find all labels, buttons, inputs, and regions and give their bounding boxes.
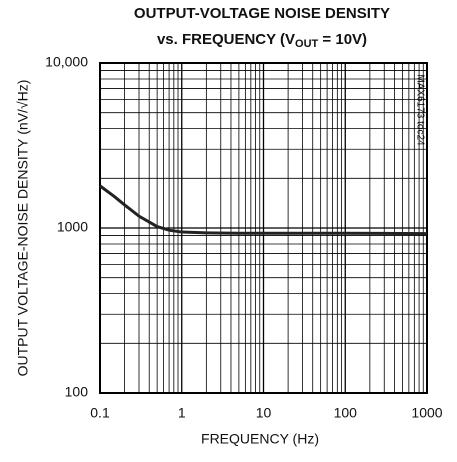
y-axis-label: OUTPUT VOLTAGE-NOISE DENSITY (nV/√Hz): [15, 80, 31, 377]
x-tick-label: 1: [178, 405, 186, 421]
subtitle-subscript: OUT: [295, 38, 319, 50]
noise-curve: [99, 184, 428, 236]
annotation: MAX6173 toc24: [414, 74, 425, 146]
y-tick-label: 1000: [57, 219, 88, 235]
y-tick-label: 100: [65, 384, 89, 400]
chart-subtitle: vs. FREQUENCY (VOUT = 10V): [157, 31, 367, 50]
subtitle-part: = 10V): [318, 31, 367, 48]
x-tick-label: 100: [334, 405, 358, 421]
x-tick-label: 10: [256, 405, 272, 421]
x-tick-label: 1000: [411, 405, 442, 421]
x-tick-label: 0.1: [90, 405, 110, 421]
chart-title: OUTPUT-VOLTAGE NOISE DENSITY: [134, 5, 390, 22]
subtitle-part: vs. FREQUENCY (V: [157, 31, 295, 48]
plot-frame: [99, 62, 428, 394]
x-axis-label: FREQUENCY (Hz): [201, 431, 319, 447]
y-tick-label: 10,000: [45, 54, 88, 70]
